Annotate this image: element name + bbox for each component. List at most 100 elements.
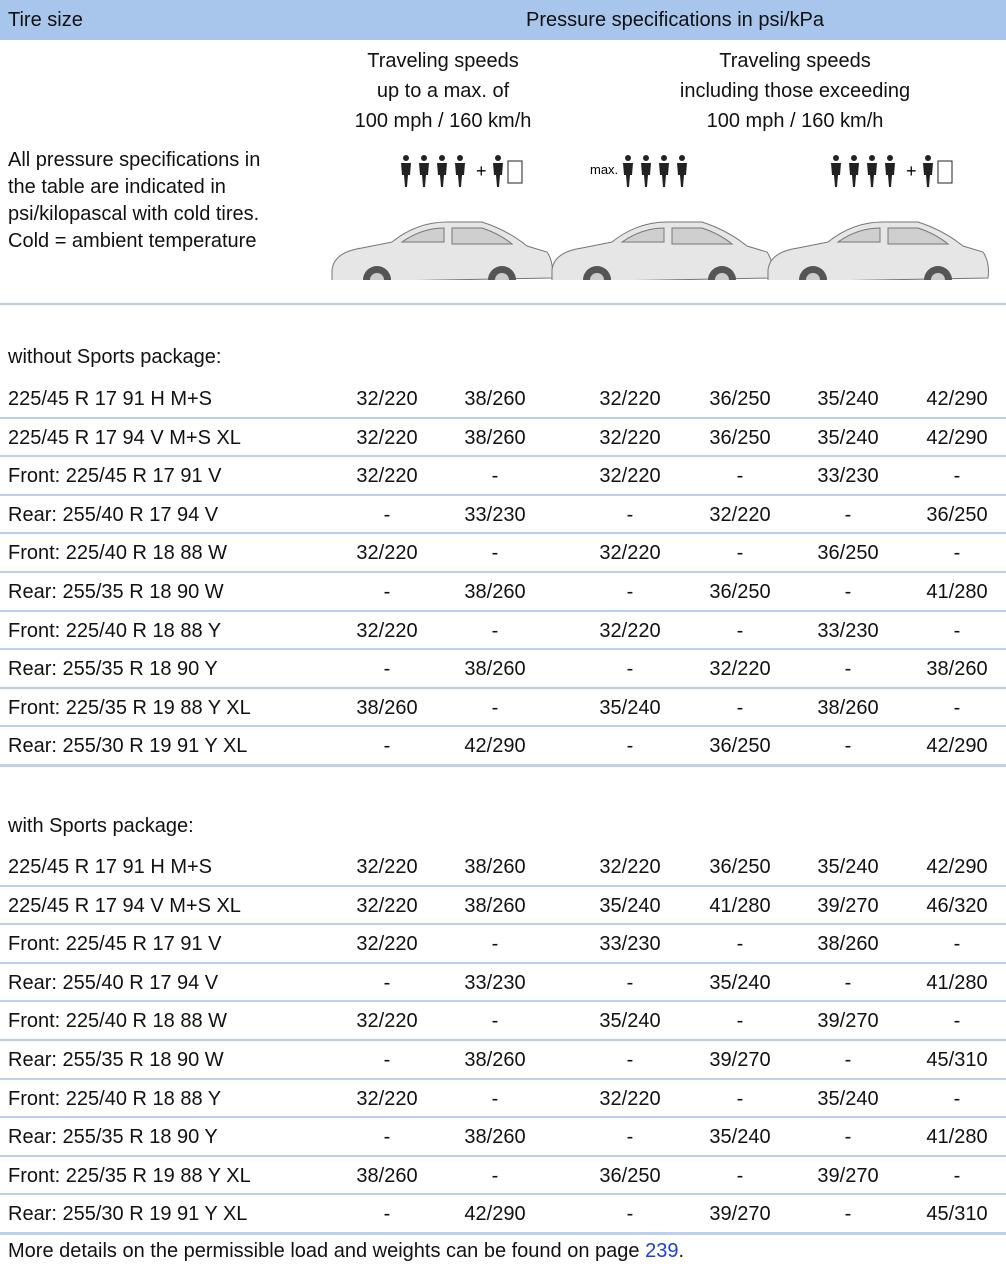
pressure-value: - [736, 1010, 744, 1033]
row-line [0, 1193, 1006, 1196]
pressure-value: 32/220 [599, 1087, 661, 1110]
pressure-value: 42/290 [926, 426, 988, 449]
tire-size: Front: 225/40 R 18 88 Y [8, 619, 222, 642]
pressure-value: 38/260 [356, 1164, 418, 1187]
pressure-value: 38/260 [464, 1126, 526, 1149]
pressure-value: - [626, 1203, 634, 1226]
pressure-value: 35/240 [817, 856, 879, 878]
pressure-value: 39/270 [709, 1203, 771, 1226]
svg-text:+: + [906, 161, 917, 181]
pressure-value: - [736, 696, 744, 719]
divider [0, 303, 1006, 305]
tire-size: Rear: 255/35 R 18 90 W [8, 1049, 224, 1071]
pressure-value: 32/220 [709, 503, 771, 526]
note-line: psi/kilopascal with cold tires. [8, 203, 260, 225]
pressure-value: 32/220 [599, 619, 661, 642]
pressure-value: 32/220 [599, 542, 661, 565]
pressure-value: - [844, 1126, 852, 1149]
pressure-value: 45/310 [926, 1049, 988, 1071]
row-line [0, 1116, 1006, 1119]
note-line: the table are indicated in [8, 176, 226, 198]
pressure-value: - [953, 1087, 961, 1110]
pressure-value: 36/250 [709, 856, 771, 878]
pressure-value: 32/220 [356, 388, 418, 410]
pressure-value: 35/240 [817, 426, 879, 449]
pressure-value: - [844, 503, 852, 526]
pressure-value: 42/290 [464, 1203, 526, 1226]
pressure-value: 41/280 [926, 581, 988, 603]
section-title: with Sports package: [8, 815, 194, 837]
pressure-value: 38/260 [817, 696, 879, 719]
row-line [0, 609, 1006, 612]
pressure-value: 36/250 [926, 503, 988, 526]
pressure-value: - [844, 971, 852, 994]
pressure-value: 39/270 [817, 1010, 879, 1033]
pressure-value: - [491, 1010, 499, 1033]
pressure-value: 38/260 [464, 581, 526, 603]
pressure-value: 35/240 [817, 388, 879, 410]
pressure-value: - [626, 735, 634, 758]
pressure-value: 42/290 [464, 735, 526, 758]
pressure-value: 32/220 [356, 619, 418, 642]
pressure-value: 38/260 [817, 933, 879, 956]
speed-group-line: 100 mph / 160 km/h [354, 110, 532, 132]
pressure-value: 32/220 [356, 933, 418, 956]
row-line [0, 648, 1006, 651]
pressure-value: - [626, 503, 634, 526]
pressure-value: - [491, 696, 499, 719]
row-line [0, 1232, 1006, 1235]
pressure-value: - [626, 581, 634, 603]
header-bar [0, 0, 1006, 40]
pressure-value: 42/290 [926, 735, 988, 758]
pressure-value: 32/220 [599, 426, 661, 449]
pressure-value: - [736, 1087, 744, 1110]
row-line [0, 532, 1006, 535]
svg-text:+: + [476, 161, 487, 181]
pressure-value: 32/220 [356, 1010, 418, 1033]
pressure-value: 46/320 [926, 894, 988, 917]
pressure-value: - [953, 465, 961, 488]
pressure-value: - [383, 1203, 391, 1226]
tire-size: Front: 225/45 R 17 91 V [8, 465, 222, 488]
row-line [0, 725, 1006, 728]
tire-size: Rear: 255/40 R 17 94 V [8, 503, 219, 526]
pressure-value: 36/250 [599, 1164, 661, 1187]
tire-size: Rear: 255/30 R 19 91 Y XL [8, 735, 248, 758]
speed-group-line: including those exceeding [679, 80, 911, 102]
pressure-value: 32/220 [356, 1087, 418, 1110]
max-label: max. [590, 162, 618, 177]
tire-size: Rear: 255/40 R 17 94 V [8, 971, 219, 994]
pressure-value: 41/280 [926, 1126, 988, 1149]
pressure-value: - [491, 933, 499, 956]
pressure-value: 38/260 [464, 426, 526, 449]
speed-group-line: up to a max. of [376, 80, 510, 102]
speed-group-line: Traveling speeds [367, 50, 519, 72]
pressure-value: - [953, 1164, 961, 1187]
row-line [0, 571, 1006, 573]
row-line [0, 764, 1006, 767]
pressure-value: 36/250 [709, 735, 771, 758]
pressure-value: 36/250 [817, 542, 879, 565]
row-line [0, 416, 1006, 419]
pressure-value: - [953, 1010, 961, 1033]
pressure-value: 38/260 [356, 696, 418, 719]
pressure-value: 35/240 [709, 1126, 771, 1149]
row-line [0, 493, 1006, 496]
pressure-value: - [491, 1087, 499, 1110]
pressure-value: 32/220 [599, 856, 661, 878]
tire-size: Front: 225/35 R 19 88 Y XL [8, 696, 251, 719]
pressure-value: - [383, 971, 391, 994]
pressure-value: - [736, 619, 744, 642]
pressure-value: 32/220 [599, 388, 661, 410]
pressure-value: 38/260 [464, 388, 526, 410]
tire-size: 225/45 R 17 91 H M+S [8, 856, 213, 878]
row-line [0, 1077, 1006, 1080]
row-line [0, 1039, 1006, 1041]
page-link[interactable]: 239 [645, 1240, 679, 1262]
pressure-value: 42/290 [926, 856, 988, 878]
tire-size: 225/45 R 17 94 V M+S XL [8, 426, 241, 449]
pressure-value: - [953, 542, 961, 565]
pressure-value: 32/220 [356, 542, 418, 565]
pressure-value: - [383, 1126, 391, 1149]
load-icons: + max. + [331, 155, 989, 280]
